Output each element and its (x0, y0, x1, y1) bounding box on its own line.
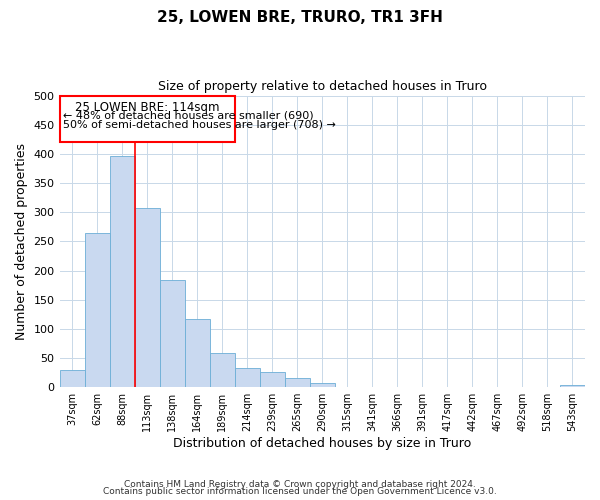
Bar (134, 208, 160, 387)
Bar (110, 156, 134, 387)
Text: Contains HM Land Registry data © Crown copyright and database right 2024.: Contains HM Land Registry data © Crown c… (124, 480, 476, 489)
Bar (85, 232, 110, 387)
Bar (185, 319, 209, 387)
Bar (310, 383, 335, 387)
Text: 25 LOWEN BRE: 114sqm: 25 LOWEN BRE: 114sqm (75, 100, 220, 114)
Bar (285, 378, 310, 387)
Y-axis label: Number of detached properties: Number of detached properties (15, 143, 28, 340)
Text: ← 48% of detached houses are smaller (690): ← 48% of detached houses are smaller (69… (62, 110, 313, 120)
Bar (235, 368, 260, 387)
Bar (209, 353, 235, 387)
Bar (560, 386, 585, 387)
Text: Contains public sector information licensed under the Open Government Licence v3: Contains public sector information licen… (103, 488, 497, 496)
Text: 25, LOWEN BRE, TRURO, TR1 3FH: 25, LOWEN BRE, TRURO, TR1 3FH (157, 10, 443, 25)
Bar (160, 280, 185, 387)
X-axis label: Distribution of detached houses by size in Truro: Distribution of detached houses by size … (173, 437, 472, 450)
Title: Size of property relative to detached houses in Truro: Size of property relative to detached ho… (158, 80, 487, 93)
Bar (59, 370, 85, 387)
Bar (260, 372, 285, 387)
Text: 50% of semi-detached houses are larger (708) →: 50% of semi-detached houses are larger (… (62, 120, 335, 130)
